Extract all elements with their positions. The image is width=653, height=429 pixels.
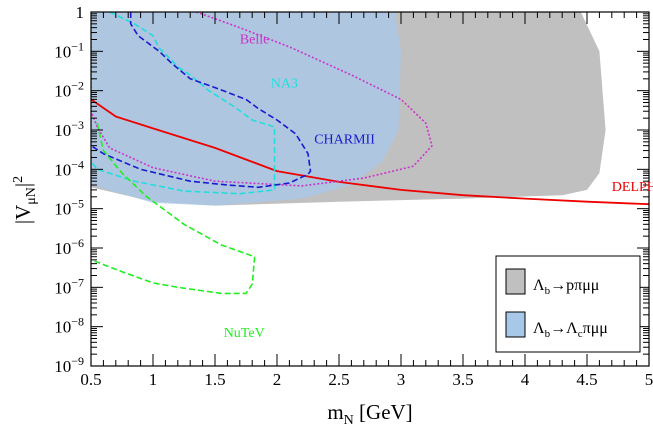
limit-curves bbox=[91, 12, 649, 295]
curve-nutev bbox=[91, 122, 256, 295]
legend-swatch bbox=[505, 268, 526, 295]
curve-label-belle: Belle bbox=[240, 32, 270, 47]
y-tick-label: 10−9 bbox=[54, 354, 84, 376]
legend-swatch bbox=[505, 311, 526, 338]
legend-label-a: Λ bbox=[533, 277, 545, 294]
y-tick-label: 10−3 bbox=[54, 118, 84, 140]
x-axis-label-main: m bbox=[327, 400, 343, 424]
x-tick-label: 2.5 bbox=[328, 370, 349, 389]
y-axis-label-main: |V bbox=[11, 205, 35, 224]
legend-label-a-sub: b bbox=[545, 285, 551, 297]
x-tick-label: 3.5 bbox=[452, 370, 473, 389]
curve-labels: DELPHI Belle NA3 CHARMII NuTeV bbox=[224, 32, 653, 341]
legend-label: Λb→Λcπμμ bbox=[533, 320, 608, 340]
legend-entry-lb-ppimumu: Λb→pπμμ bbox=[505, 268, 599, 297]
x-tick-labels: 0.5 1 1.5 2 2.5 3 3.5 4 4.5 5 bbox=[80, 370, 653, 389]
curve-na3 bbox=[91, 12, 276, 195]
legend-entry-lb-lcpimumu: Λb→Λcπμμ bbox=[505, 311, 608, 340]
y-tick-label: 10−8 bbox=[54, 315, 84, 337]
x-tick-label: 4 bbox=[521, 370, 530, 389]
axis-ticks bbox=[90, 11, 650, 367]
legend-label: Λb→pπμμ bbox=[533, 277, 599, 297]
y-axis-label-close: | bbox=[11, 183, 35, 187]
y-tick-label: 10−6 bbox=[54, 236, 84, 258]
y-tick-label: 10−1 bbox=[54, 39, 84, 61]
y-tick-label: 1 bbox=[76, 3, 85, 22]
curve-label-delphi: DELPHI bbox=[612, 180, 653, 195]
x-tick-label: 0.5 bbox=[80, 370, 101, 389]
legend-label-b: →pπμμ bbox=[550, 277, 599, 294]
curve-label-charmii: CHARMII bbox=[314, 133, 375, 148]
x-tick-label: 3 bbox=[397, 370, 406, 389]
x-axis-label-unit: [GeV] bbox=[354, 400, 413, 424]
curve-belle bbox=[91, 12, 433, 187]
y-tick-label: 10−7 bbox=[54, 275, 84, 297]
x-axis-label-sub: N bbox=[344, 413, 354, 428]
curve-charmii bbox=[91, 12, 312, 189]
x-tick-label: 1 bbox=[149, 370, 158, 389]
legend: Λb→pπμμ Λb→Λcπμμ bbox=[495, 255, 641, 353]
curve-label-na3: NA3 bbox=[271, 77, 298, 92]
plot-frame bbox=[90, 11, 650, 367]
y-tick-label: 10−4 bbox=[54, 157, 84, 179]
legend-label-c: πμμ bbox=[583, 320, 608, 337]
x-tick-label: 1.5 bbox=[204, 370, 225, 389]
y-tick-label: 10−5 bbox=[54, 197, 84, 219]
x-tick-label: 2 bbox=[273, 370, 282, 389]
x-tick-label: 5 bbox=[645, 370, 653, 389]
legend-label-a: Λ bbox=[533, 320, 545, 337]
y-axis-label: |VμN|2 bbox=[11, 176, 39, 224]
y-axis-label-sub: μN bbox=[24, 187, 39, 205]
x-axis-label: mN [GeV] bbox=[327, 400, 412, 428]
legend-label-b: →Λ bbox=[550, 320, 578, 337]
legend-label-b-sub: c bbox=[578, 328, 583, 340]
y-tick-label: 10−2 bbox=[54, 79, 84, 101]
legend-label-a-sub: b bbox=[545, 328, 551, 340]
x-tick-label: 4.5 bbox=[576, 370, 597, 389]
y-axis-label-sup: 2 bbox=[11, 176, 26, 183]
curve-label-nutev: NuTeV bbox=[224, 326, 265, 341]
y-tick-labels: 1 10−1 10−2 10−3 10−4 10−5 10−6 10−7 10−8 10−9 bbox=[54, 3, 84, 376]
